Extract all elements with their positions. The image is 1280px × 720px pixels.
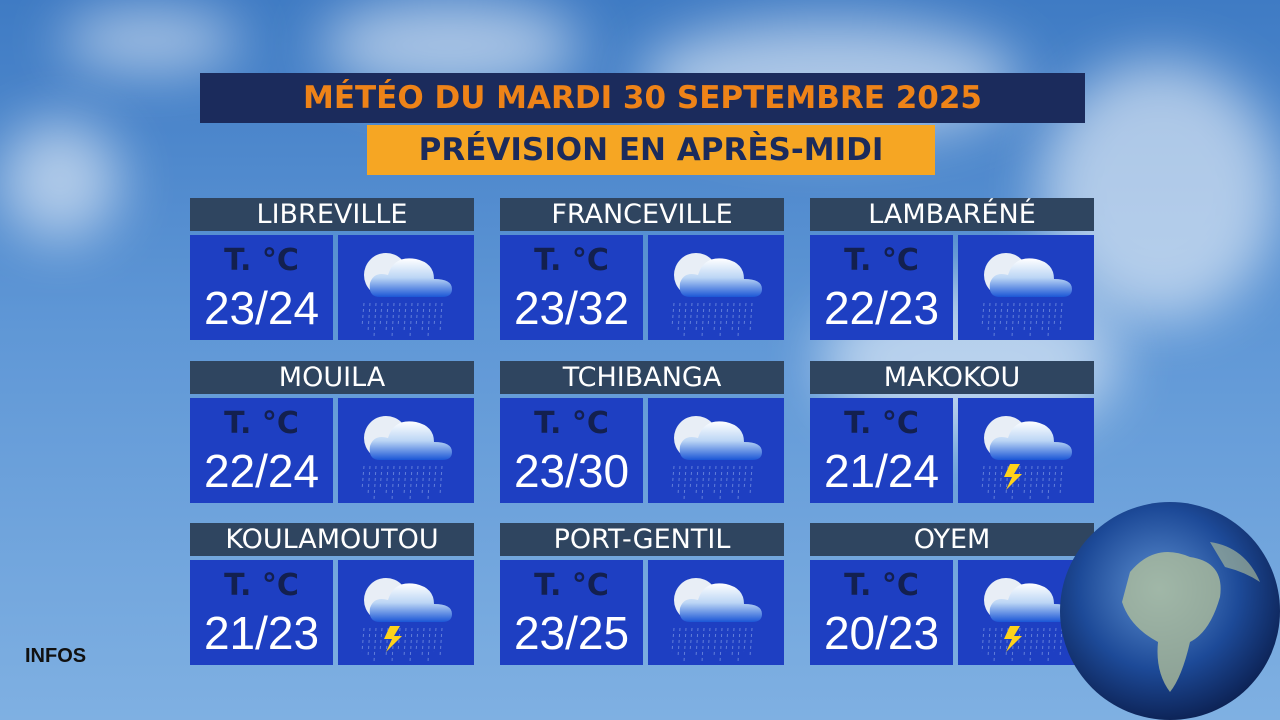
unit-label: T. °C	[534, 243, 609, 278]
temperature: 20/23	[823, 607, 940, 659]
title: MÉTÉO DU MARDI 30 SEPTEMBRE 2025	[200, 73, 1085, 123]
city-name: TCHIBANGA	[500, 361, 784, 394]
unit-label: T. °C	[844, 568, 919, 603]
globe	[1060, 502, 1280, 720]
cloud	[60, 10, 240, 70]
channel-label: INFOS	[25, 645, 87, 667]
temperature-box: T. °C 20/23	[810, 560, 953, 665]
unit-label: T. °C	[844, 243, 919, 278]
weather-icon	[361, 416, 452, 501]
temperature: 23/32	[513, 282, 630, 334]
icon-box	[338, 398, 474, 503]
weather-icon	[361, 578, 452, 663]
temperature: 21/23	[203, 607, 320, 659]
temperature-box: T. °C 22/23	[810, 235, 953, 340]
icon-box	[648, 398, 784, 503]
temperature-box: T. °C 21/24	[810, 398, 953, 503]
temperature: 23/30	[513, 445, 630, 497]
city-name: PORT-GENTIL	[500, 523, 784, 556]
city-name: MAKOKOU	[810, 361, 1094, 394]
globe-continents	[1122, 542, 1260, 692]
temperature: 23/24	[203, 282, 320, 334]
temperature-box: T. °C 21/23	[190, 560, 333, 665]
icon-box	[958, 235, 1094, 340]
icon-box	[648, 235, 784, 340]
unit-label: T. °C	[534, 406, 609, 441]
weather-icon	[671, 578, 762, 663]
temperature: 22/24	[203, 445, 320, 497]
weather-icon	[981, 578, 1072, 663]
weather-icon	[671, 253, 762, 338]
city-name: KOULAMOUTOU	[190, 523, 474, 556]
city-name: MOUILA	[190, 361, 474, 394]
temperature-box: T. °C 22/24	[190, 398, 333, 503]
icon-box	[648, 560, 784, 665]
weather-icon	[981, 253, 1072, 338]
city-name: FRANCEVILLE	[500, 198, 784, 231]
temperature: 21/24	[823, 445, 940, 497]
subtitle: PRÉVISION EN APRÈS-MIDI	[367, 125, 935, 175]
unit-label: T. °C	[224, 243, 299, 278]
icon-box	[958, 398, 1094, 503]
unit-label: T. °C	[224, 406, 299, 441]
city-name: LIBREVILLE	[190, 198, 474, 231]
temperature-box: T. °C 23/32	[500, 235, 643, 340]
temperature-box: T. °C 23/25	[500, 560, 643, 665]
city-name: LAMBARÉNÉ	[810, 198, 1094, 231]
temperature: 22/23	[823, 282, 940, 334]
temperature: 23/25	[513, 607, 630, 659]
unit-label: T. °C	[224, 568, 299, 603]
temperature-box: T. °C 23/24	[190, 235, 333, 340]
unit-label: T. °C	[534, 568, 609, 603]
weather-icon	[671, 416, 762, 501]
temperature-box: T. °C 23/30	[500, 398, 643, 503]
weather-icon	[361, 253, 452, 338]
unit-label: T. °C	[844, 406, 919, 441]
icon-box	[338, 235, 474, 340]
cloud	[0, 120, 120, 240]
icon-box	[338, 560, 474, 665]
weather-icon	[981, 416, 1072, 501]
city-name: OYEM	[810, 523, 1094, 556]
